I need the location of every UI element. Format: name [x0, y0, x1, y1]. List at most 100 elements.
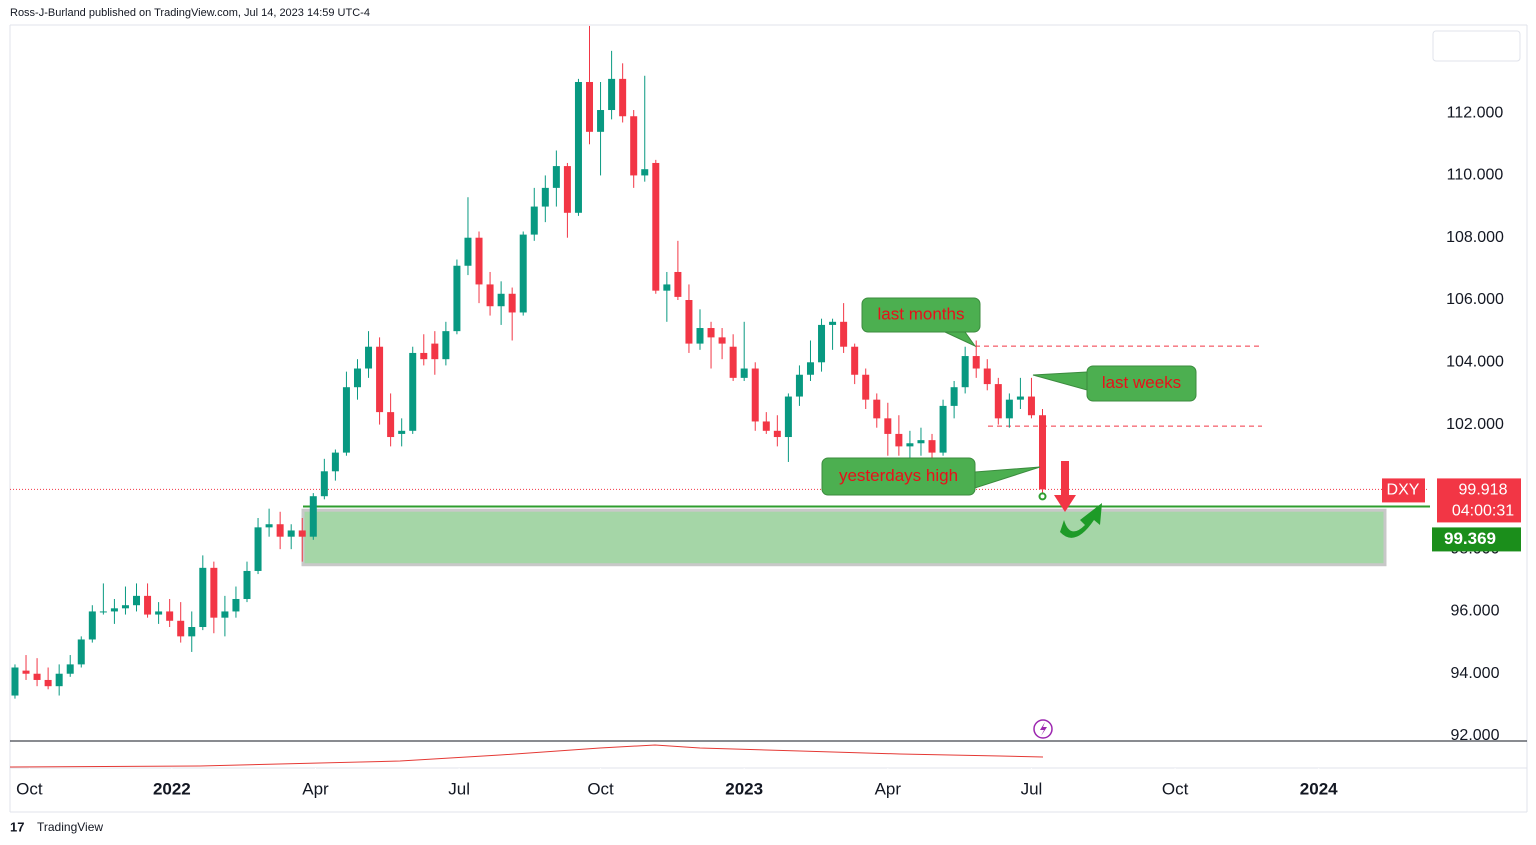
x-tick-label: Oct [16, 779, 43, 798]
candle-body [320, 471, 328, 497]
candle-body [497, 293, 505, 307]
candle-body [608, 78, 616, 111]
candle-body [530, 206, 538, 235]
y-tick-label: 96.000 [1451, 603, 1500, 620]
candle-body [917, 440, 925, 444]
callout-pointer [944, 331, 977, 348]
last-price-tag [1437, 478, 1521, 523]
candle-body [806, 362, 814, 375]
support-label: 99.369 [1444, 529, 1496, 548]
candle-body [630, 116, 638, 176]
candle-body [586, 81, 594, 132]
callout-text: last weeks [1102, 373, 1181, 392]
candle-body [88, 611, 96, 640]
candle-body [221, 611, 229, 618]
candle-body [508, 293, 516, 313]
candle-body [409, 352, 417, 431]
candle-body [475, 237, 483, 285]
candle-body [199, 567, 207, 628]
y-tick-label: 112.000 [1447, 104, 1504, 121]
candle-body [563, 166, 571, 213]
candle-body [884, 418, 892, 434]
candle-body [210, 567, 218, 618]
callout-text: last months [878, 304, 965, 323]
x-tick-label: Jul [448, 779, 470, 798]
candle-body [133, 595, 141, 606]
x-tick-label: 2024 [1300, 779, 1338, 798]
candle-body [44, 679, 52, 687]
y-tick-label: 108.000 [1446, 229, 1504, 246]
candle-body [840, 321, 848, 347]
candle-body [33, 673, 41, 680]
candle-body [784, 396, 792, 438]
candle-body [309, 496, 317, 537]
x-tick-label: Jul [1021, 779, 1043, 798]
support-tag [1432, 527, 1521, 552]
x-tick-label: Apr [875, 779, 902, 798]
candle-body [22, 670, 30, 674]
candle-body [1016, 396, 1024, 400]
candle-body [895, 433, 903, 447]
x-tick-label: 2022 [153, 779, 191, 798]
candle-body [674, 271, 682, 297]
candle-body [464, 237, 472, 266]
callout-box [821, 457, 976, 496]
candle-body [1039, 415, 1047, 490]
candle-body [110, 608, 118, 612]
candle-body [188, 627, 196, 637]
candle-body [11, 667, 19, 696]
candle-body [729, 346, 737, 378]
candle-body [696, 328, 704, 344]
candle-body [851, 346, 859, 375]
candle-body [829, 321, 837, 325]
candle-body [519, 234, 527, 313]
candle-body [574, 81, 582, 213]
callout-pointer [974, 466, 1041, 489]
candle-body [265, 524, 273, 528]
y-tick-label: 92.000 [1451, 727, 1500, 744]
candle-body [431, 343, 439, 360]
candle-body [795, 374, 803, 397]
candle-body [398, 430, 406, 434]
candle-body [597, 110, 605, 132]
candle-body [950, 387, 958, 406]
candle-body [928, 440, 936, 453]
event-bolt [1040, 722, 1047, 736]
header: Ross-J-Burland published on TradingView.… [10, 7, 370, 19]
symbol-tag [1382, 478, 1425, 503]
candle-body [939, 405, 947, 453]
candle-body [77, 639, 85, 665]
candle-body [387, 412, 395, 438]
plot [10, 25, 1430, 699]
toolbar-box[interactable] [1432, 30, 1521, 62]
candle-body [420, 352, 428, 360]
candle-body [641, 169, 649, 176]
candle-body [541, 187, 549, 207]
y-tick-label: 94.000 [1451, 665, 1500, 682]
candle-body [66, 664, 74, 674]
candle-body [99, 611, 107, 613]
candle-body [486, 284, 494, 307]
candle-body [342, 387, 350, 453]
candle-body [552, 166, 560, 188]
footer-logo: 17 [10, 819, 24, 834]
candle-body [740, 368, 748, 378]
candle-body [619, 78, 627, 117]
candle-body [353, 368, 361, 388]
x-tick-label: 2023 [725, 779, 763, 798]
candle-body [906, 443, 914, 447]
y-tick-label: 102.000 [1446, 416, 1504, 433]
candle-body [442, 331, 450, 360]
candle-body [155, 611, 163, 615]
candle-body [751, 368, 759, 422]
candle-body [298, 530, 306, 537]
callout-text: yesterdays high [839, 466, 958, 485]
candle-body [365, 346, 373, 369]
y-tick-label: 110.000 [1447, 167, 1504, 184]
x-tick-label: Apr [302, 779, 329, 798]
candle-body [232, 598, 240, 612]
candle-body [177, 620, 185, 637]
callout-box [1086, 365, 1197, 402]
last-point [1038, 492, 1047, 501]
down-arrow [1054, 461, 1076, 512]
